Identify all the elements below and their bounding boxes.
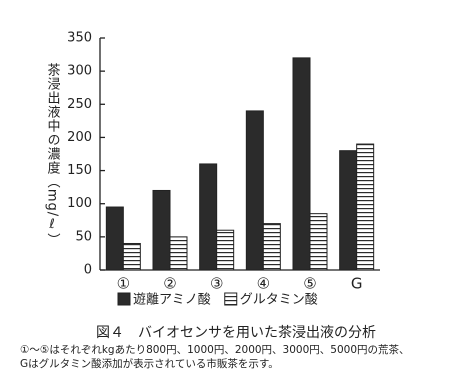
x-tick-label: ① <box>117 275 130 293</box>
x-tick-label: G <box>351 275 363 293</box>
bar <box>169 236 188 271</box>
y-axis-label: 茶浸出液中の濃度（mg/ℓ） <box>45 62 61 247</box>
note: ①～⑤はそれぞれkgあたり800円、1000円、2000円、3000円、5000… <box>20 343 410 356</box>
y-tick-label: 0 <box>84 263 92 278</box>
bar <box>245 110 264 271</box>
note: Gはグルタミン酸添加が表示されている市販茶を示す。 <box>20 357 279 370</box>
x-tick-label: ④ <box>257 275 270 293</box>
legend-label: 遊離アミノ酸 <box>133 293 211 308</box>
y-tick-label: 150 <box>67 163 92 178</box>
x-tick-label: ⑤ <box>303 275 316 293</box>
x-tick-label: ② <box>163 275 176 293</box>
y-tick-label: 350 <box>67 31 92 46</box>
bar <box>199 163 218 271</box>
y-tick-label: 250 <box>67 97 92 112</box>
caption: 図４ バイオセンサを用いた茶浸出液の分析 <box>96 325 376 341</box>
bar <box>262 223 281 271</box>
y-tick-label: 300 <box>67 64 92 79</box>
bar <box>356 143 375 271</box>
legend-swatch <box>117 292 131 306</box>
bar <box>309 213 328 271</box>
bar <box>292 57 311 271</box>
legend-label: グルタミン酸 <box>240 293 318 308</box>
bar <box>339 150 358 271</box>
y-tick-label: 100 <box>67 196 92 211</box>
legend-swatch <box>224 292 238 306</box>
bar <box>152 189 171 271</box>
bar <box>216 229 235 271</box>
x-tick-label: ③ <box>210 275 223 293</box>
bar <box>105 206 124 271</box>
bar <box>122 242 141 271</box>
y-tick-label: 50 <box>75 229 92 244</box>
y-tick-label: 200 <box>67 130 92 145</box>
